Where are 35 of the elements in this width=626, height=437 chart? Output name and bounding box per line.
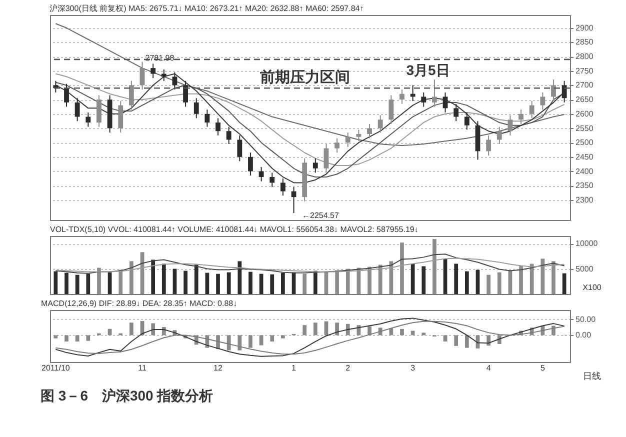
x-tick-label: 3	[410, 364, 416, 372]
text: X100	[582, 283, 602, 292]
x-tick-label: 5	[540, 364, 546, 372]
y-tick-label: 10000	[576, 239, 598, 248]
x-tick-label: 1	[292, 364, 297, 372]
y-tick-label: 2400	[576, 166, 594, 176]
y-tick-label: 2900	[576, 23, 594, 32]
x-tick-label: 2011/10	[42, 364, 70, 372]
y-tick-label: 0.00	[576, 330, 592, 340]
y-tick-label: 2750	[576, 66, 594, 76]
y-tick-label: 2850	[576, 38, 594, 47]
y-tick-label: 5000	[576, 264, 594, 274]
y-tick-label: 50.00	[576, 314, 596, 324]
chart-subtitle: VOL-TDX(5,10) VVOL: 410081.44↑ VOLUME: 410081.44↓ MAVOL1: 556054.38↓ MAVOL2: 587955.19↓	[50, 225, 418, 234]
y-tick-label: 2300	[576, 195, 594, 204]
annotation: 2781.98	[145, 54, 175, 63]
y-tick-label: 2550	[576, 124, 594, 133]
x-tick-label: 12	[214, 364, 224, 372]
y-tick-label: 2700	[576, 80, 594, 90]
text: 图 3－6 沪深300 指数分析	[40, 388, 214, 404]
x-tick-label: 2	[346, 364, 351, 372]
chart-subtitle: 沪深300(日线 前复权) MA5: 2675.71↓ MA10: 2673.21↑ MA20: 2632.88↑ MA60: 2597.84↑	[49, 4, 364, 13]
y-tick-label: 2600	[576, 109, 594, 118]
y-tick-label: 2350	[576, 181, 594, 190]
y-tick-label: 2500	[576, 138, 594, 148]
y-tick-label: 2450	[576, 152, 594, 162]
y-tick-label: 2800	[576, 52, 594, 62]
annotation: 3月5日	[406, 62, 450, 78]
x-tick-label: 11	[138, 364, 147, 372]
chart-subtitle: MACD(12,26,9) DIF: 28.89↓ DEA: 28.35↑ MACD: 0.88↓	[41, 299, 238, 308]
y-tick-label: 2650	[576, 95, 594, 104]
annotation: 前期压力区间	[259, 69, 350, 86]
x-tick-label: 4	[486, 364, 492, 372]
annotation: ←2254.57	[302, 211, 340, 220]
text: 日线	[583, 371, 601, 381]
